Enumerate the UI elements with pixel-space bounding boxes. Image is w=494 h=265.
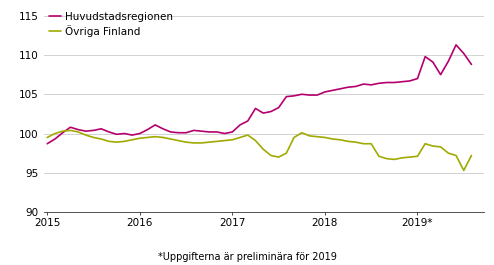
Huvudstadsregionen — [368, 83, 374, 86]
Huvudstadsregionen — [284, 95, 289, 98]
Text: *Uppgifterna är preliminära för 2019: *Uppgifterna är preliminära för 2019 — [158, 252, 336, 262]
Huvudstadsregionen — [52, 138, 58, 141]
Övriga Finland — [291, 136, 297, 139]
Line: Övriga Finland: Övriga Finland — [47, 130, 471, 170]
Övriga Finland — [461, 169, 467, 172]
Övriga Finland — [67, 129, 73, 132]
Huvudstadsregionen — [199, 130, 205, 133]
Huvudstadsregionen — [453, 43, 459, 46]
Huvudstadsregionen — [44, 142, 50, 145]
Övriga Finland — [44, 136, 50, 139]
Övriga Finland — [314, 135, 320, 138]
Huvudstadsregionen — [306, 94, 312, 97]
Huvudstadsregionen — [322, 90, 328, 94]
Övriga Finland — [329, 138, 335, 141]
Legend: Huvudstadsregionen, Övriga Finland: Huvudstadsregionen, Övriga Finland — [46, 10, 175, 39]
Line: Huvudstadsregionen: Huvudstadsregionen — [47, 45, 471, 144]
Övriga Finland — [468, 154, 474, 157]
Huvudstadsregionen — [468, 63, 474, 66]
Övriga Finland — [52, 132, 58, 135]
Övriga Finland — [376, 155, 382, 158]
Övriga Finland — [206, 140, 212, 144]
